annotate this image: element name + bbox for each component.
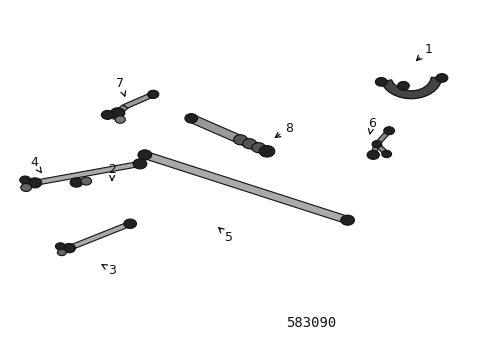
Circle shape	[382, 150, 392, 158]
Circle shape	[259, 145, 275, 157]
Polygon shape	[115, 105, 128, 115]
Text: 4: 4	[30, 156, 41, 172]
Circle shape	[147, 90, 159, 99]
Circle shape	[21, 184, 31, 192]
Polygon shape	[143, 152, 349, 224]
Circle shape	[115, 116, 125, 123]
Circle shape	[375, 77, 387, 86]
Text: 7: 7	[117, 77, 125, 96]
Circle shape	[55, 243, 65, 250]
Text: 3: 3	[102, 264, 116, 277]
Circle shape	[124, 219, 137, 228]
Circle shape	[384, 127, 394, 135]
Circle shape	[367, 150, 379, 159]
Polygon shape	[189, 115, 270, 155]
Polygon shape	[375, 130, 392, 145]
Circle shape	[397, 81, 409, 90]
Circle shape	[243, 139, 256, 149]
Polygon shape	[381, 77, 442, 99]
Circle shape	[341, 215, 354, 225]
Polygon shape	[68, 222, 132, 250]
Circle shape	[133, 159, 147, 169]
Circle shape	[111, 108, 125, 118]
Polygon shape	[106, 113, 121, 121]
Text: 5: 5	[219, 228, 233, 244]
Polygon shape	[34, 161, 141, 185]
Circle shape	[70, 178, 83, 187]
Circle shape	[63, 243, 75, 253]
Circle shape	[234, 135, 247, 145]
Polygon shape	[370, 144, 380, 156]
Text: 583090: 583090	[286, 316, 336, 330]
Circle shape	[436, 74, 448, 82]
Polygon shape	[123, 93, 155, 108]
Circle shape	[57, 249, 66, 256]
Circle shape	[28, 178, 42, 188]
Text: 8: 8	[275, 122, 293, 138]
Circle shape	[185, 114, 197, 123]
Text: 6: 6	[368, 117, 376, 134]
Text: 2: 2	[108, 163, 116, 180]
Circle shape	[81, 177, 92, 185]
Text: 1: 1	[416, 42, 432, 60]
Circle shape	[101, 111, 114, 120]
Circle shape	[138, 150, 152, 160]
Circle shape	[372, 140, 382, 148]
Circle shape	[252, 143, 266, 153]
Polygon shape	[23, 180, 28, 188]
Circle shape	[20, 176, 30, 184]
Polygon shape	[375, 143, 389, 155]
